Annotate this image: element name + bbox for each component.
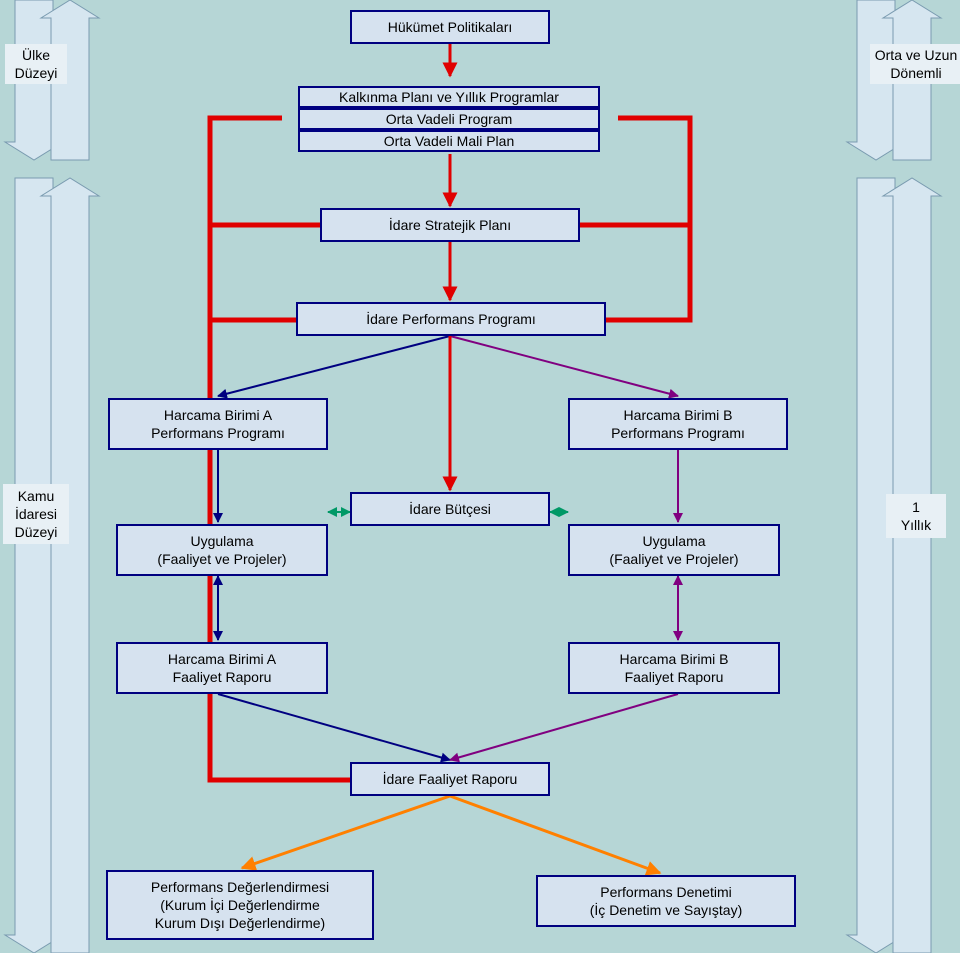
node-hukumet-politikalari: Hükümet Politikaları [350, 10, 550, 44]
text-line-1: Performans Denetimi [600, 883, 732, 901]
node-kalkinma-plani-1: Kalkınma Planı ve Yıllık Programlar [298, 86, 600, 108]
node-harcama-birimi-a-fr: Harcama Birimi A Faaliyet Raporu [116, 642, 328, 694]
node-uygulama-b: Uygulama (Faaliyet ve Projeler) [568, 524, 780, 576]
node-idare-faaliyet-raporu: İdare Faaliyet Raporu [350, 762, 550, 796]
text: Kalkınma Planı ve Yıllık Programlar [339, 88, 559, 106]
text: Hükümet Politikaları [388, 18, 513, 36]
node-idare-stratejik-plani: İdare Stratejik Planı [320, 208, 580, 242]
text-line-1: Uygulama [190, 532, 253, 550]
label-orta-uzun-donemli: Orta ve Uzun Dönemli [870, 44, 960, 84]
text: Orta Vadeli Program [386, 110, 513, 128]
text-line-2: (Kurum İçi Değerlendirme [160, 896, 320, 914]
text: İdare Bütçesi [409, 500, 491, 518]
text: İdare Faaliyet Raporu [383, 770, 518, 788]
text-line-2: İdaresi [15, 505, 58, 523]
text: İdare Stratejik Planı [389, 216, 511, 234]
text-line-1: Harcama Birimi A [168, 650, 276, 668]
node-idare-performans-programi: İdare Performans Programı [296, 302, 606, 336]
text-line-1: Harcama Birimi B [624, 406, 733, 424]
text-line-3: Kurum Dışı Değerlendirme) [155, 914, 325, 932]
node-harcama-birimi-b-fr: Harcama Birimi B Faaliyet Raporu [568, 642, 780, 694]
text-line-2: Faaliyet Raporu [625, 668, 724, 686]
text-line-2: Performans Programı [611, 424, 745, 442]
label-kamu-idaresi-duzeyi: Kamu İdaresi Düzeyi [3, 484, 69, 544]
text-line-1: 1 [901, 498, 931, 516]
text-line-1: Harcama Birimi B [620, 650, 729, 668]
node-harcama-birimi-b-pp: Harcama Birimi B Performans Programı [568, 398, 788, 450]
text-line-2: Dönemli [875, 64, 957, 82]
node-harcama-birimi-a-pp: Harcama Birimi A Performans Programı [108, 398, 328, 450]
text-line-3: Düzeyi [15, 523, 58, 541]
text-line-1: Kamu [15, 487, 58, 505]
text-line-2: (İç Denetim ve Sayıştay) [590, 901, 743, 919]
node-performans-denetimi: Performans Denetimi (İç Denetim ve Sayış… [536, 875, 796, 927]
node-idare-butcesi: İdare Bütçesi [350, 492, 550, 526]
text-line-2: Yıllık [901, 516, 931, 534]
text-line-1: Ülke [15, 46, 58, 64]
node-kalkinma-plani-2: Orta Vadeli Program [298, 108, 600, 130]
text: Orta Vadeli Mali Plan [384, 132, 514, 150]
node-performans-degerlendirmesi: Performans Değerlendirmesi (Kurum İçi De… [106, 870, 374, 940]
node-uygulama-a: Uygulama (Faaliyet ve Projeler) [116, 524, 328, 576]
text-line-2: (Faaliyet ve Projeler) [609, 550, 738, 568]
node-kalkinma-plani-3: Orta Vadeli Mali Plan [298, 130, 600, 152]
label-bir-yillik: 1 Yıllık [886, 494, 946, 538]
text-line-2: (Faaliyet ve Projeler) [157, 550, 286, 568]
label-ulke-duzeyi: Ülke Düzeyi [5, 44, 67, 84]
text-line-1: Harcama Birimi A [164, 406, 272, 424]
text-line-1: Performans Değerlendirmesi [151, 878, 329, 896]
text-line-1: Uygulama [642, 532, 705, 550]
text-line-2: Düzeyi [15, 64, 58, 82]
text-line-2: Performans Programı [151, 424, 285, 442]
text-line-1: Orta ve Uzun [875, 46, 957, 64]
text: İdare Performans Programı [366, 310, 536, 328]
text-line-2: Faaliyet Raporu [173, 668, 272, 686]
